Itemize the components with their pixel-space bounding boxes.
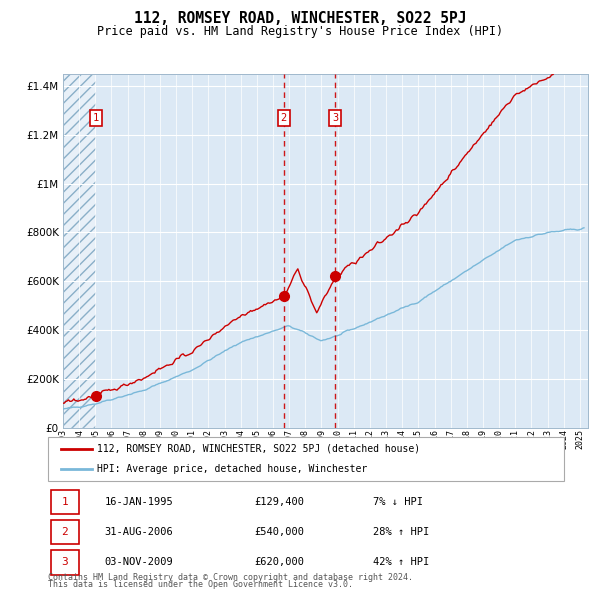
Text: £129,400: £129,400 xyxy=(254,497,304,507)
Text: 3: 3 xyxy=(61,558,68,568)
Text: 7% ↓ HPI: 7% ↓ HPI xyxy=(373,497,423,507)
Text: £620,000: £620,000 xyxy=(254,558,304,568)
Text: 112, ROMSEY ROAD, WINCHESTER, SO22 5PJ (detached house): 112, ROMSEY ROAD, WINCHESTER, SO22 5PJ (… xyxy=(97,444,420,454)
Text: Price paid vs. HM Land Registry's House Price Index (HPI): Price paid vs. HM Land Registry's House … xyxy=(97,25,503,38)
Text: 31-AUG-2006: 31-AUG-2006 xyxy=(105,527,173,537)
Text: 2: 2 xyxy=(61,527,68,537)
Text: £540,000: £540,000 xyxy=(254,527,304,537)
Text: 1: 1 xyxy=(61,497,68,507)
FancyBboxPatch shape xyxy=(50,490,79,514)
Text: 112, ROMSEY ROAD, WINCHESTER, SO22 5PJ: 112, ROMSEY ROAD, WINCHESTER, SO22 5PJ xyxy=(134,11,466,25)
Text: 42% ↑ HPI: 42% ↑ HPI xyxy=(373,558,430,568)
Text: 3: 3 xyxy=(332,113,338,123)
Bar xyxy=(63,74,96,428)
FancyBboxPatch shape xyxy=(48,437,564,481)
Bar xyxy=(63,74,96,428)
Text: 2: 2 xyxy=(281,113,287,123)
Text: 16-JAN-1995: 16-JAN-1995 xyxy=(105,497,173,507)
Text: HPI: Average price, detached house, Winchester: HPI: Average price, detached house, Winc… xyxy=(97,464,367,474)
Text: 28% ↑ HPI: 28% ↑ HPI xyxy=(373,527,430,537)
Text: 03-NOV-2009: 03-NOV-2009 xyxy=(105,558,173,568)
Text: This data is licensed under the Open Government Licence v3.0.: This data is licensed under the Open Gov… xyxy=(48,581,353,589)
FancyBboxPatch shape xyxy=(50,550,79,575)
Text: Contains HM Land Registry data © Crown copyright and database right 2024.: Contains HM Land Registry data © Crown c… xyxy=(48,573,413,582)
FancyBboxPatch shape xyxy=(50,520,79,545)
Text: 1: 1 xyxy=(93,113,99,123)
